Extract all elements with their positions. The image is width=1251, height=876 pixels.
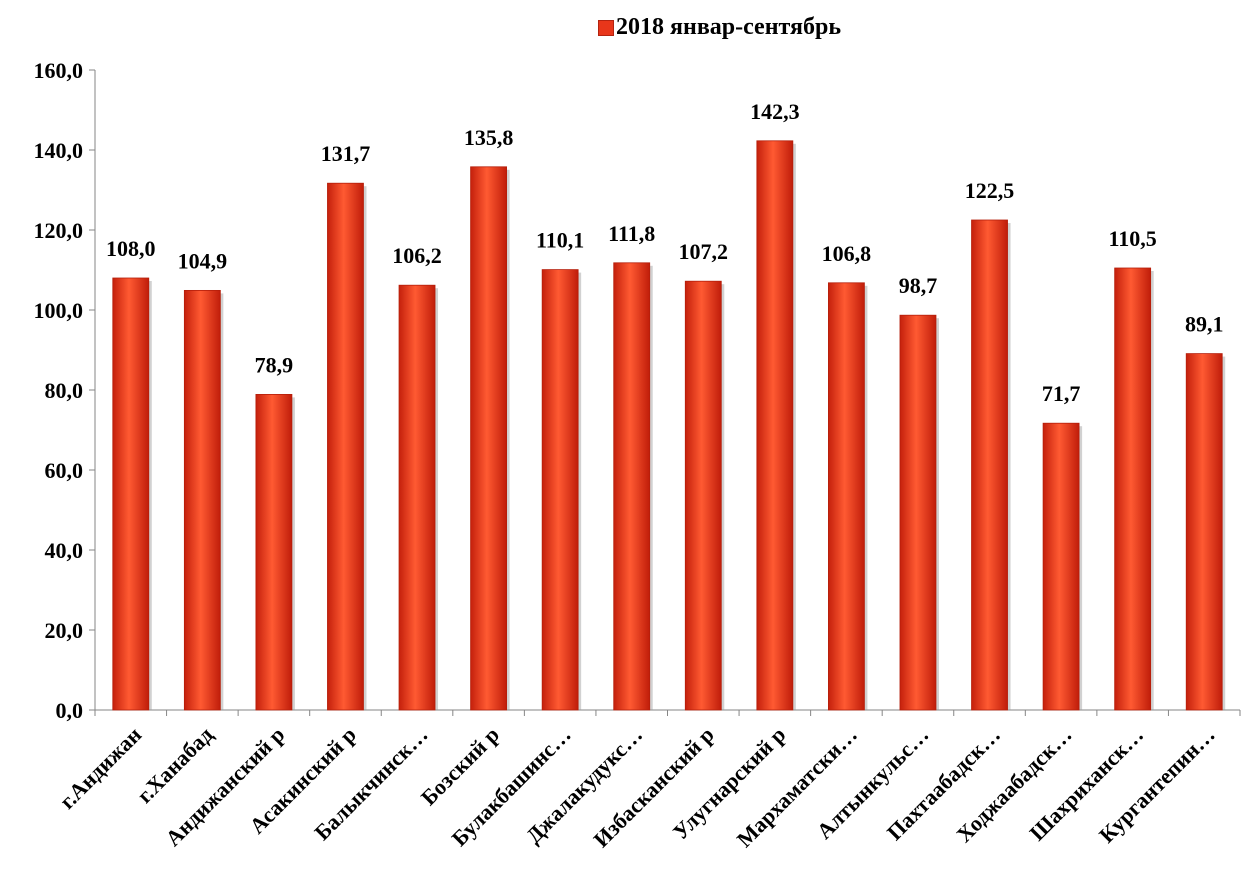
data-label: 122,5: [965, 178, 1015, 203]
bar: [613, 262, 651, 711]
data-label: 142,3: [750, 99, 800, 124]
bar: [684, 280, 722, 711]
bar: [398, 284, 436, 711]
bar: [541, 269, 579, 711]
legend: 2018 январ-сентябрь: [598, 14, 841, 41]
y-tick-label: 120,0: [34, 218, 84, 243]
data-label: 104,9: [178, 248, 228, 273]
y-tick-label: 0,0: [56, 698, 84, 723]
y-tick-label: 100,0: [34, 298, 84, 323]
bar: [327, 182, 364, 711]
x-tick-label: Избасканский р: [589, 722, 719, 852]
x-tick-label: г.Андижан: [54, 722, 146, 814]
data-label: 89,1: [1185, 312, 1224, 337]
data-label: 110,5: [1109, 226, 1157, 251]
bar: [255, 393, 293, 711]
bar: [828, 282, 865, 711]
data-label: 107,2: [679, 239, 729, 264]
data-label: 131,7: [321, 141, 371, 166]
bar: [899, 314, 937, 711]
data-label: 78,9: [255, 352, 294, 377]
legend-label: 2018 январ-сентябрь: [616, 14, 842, 40]
bar: [756, 140, 794, 711]
data-label: 98,7: [899, 273, 938, 298]
bar: [1042, 422, 1080, 711]
data-label: 71,7: [1042, 381, 1081, 406]
y-tick-label: 40,0: [45, 538, 84, 563]
y-tick-label: 20,0: [45, 618, 84, 643]
y-tick-label: 80,0: [45, 378, 84, 403]
bar: [1114, 267, 1152, 711]
data-label: 110,1: [536, 228, 584, 253]
data-label: 106,2: [392, 243, 442, 268]
x-tick-label: Мархаматски…: [732, 722, 862, 852]
bar: [971, 219, 1008, 711]
y-tick-label: 140,0: [34, 138, 84, 163]
data-label: 135,8: [464, 125, 514, 150]
data-label: 111,8: [608, 221, 655, 246]
legend-swatch: [598, 19, 614, 36]
bar: [470, 166, 507, 711]
data-label: 106,8: [822, 241, 872, 266]
y-tick-label: 60,0: [45, 458, 84, 483]
data-label: 108,0: [106, 236, 156, 261]
y-tick-label: 160,0: [34, 58, 84, 83]
bar: [112, 277, 150, 711]
bar: [183, 289, 221, 711]
bar: [1185, 353, 1223, 711]
